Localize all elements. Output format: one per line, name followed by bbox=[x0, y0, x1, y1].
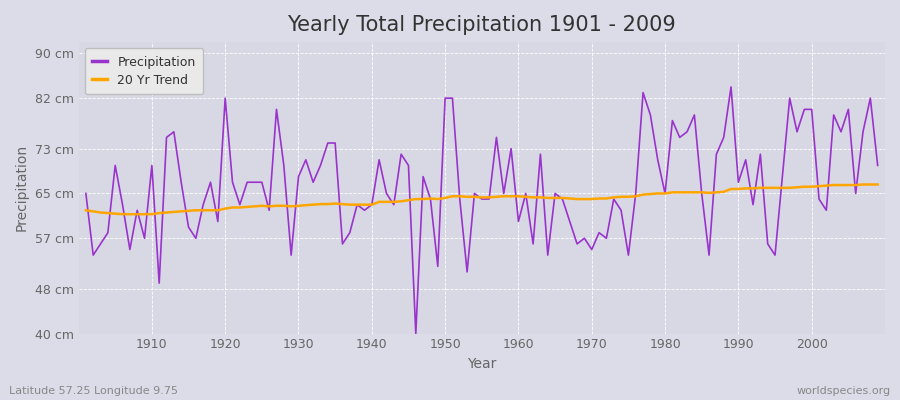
20 Yr Trend bbox=[147, 212, 158, 216]
20 Yr Trend bbox=[520, 194, 531, 199]
20 Yr Trend bbox=[352, 202, 363, 207]
Text: Latitude 57.25 Longitude 9.75: Latitude 57.25 Longitude 9.75 bbox=[9, 386, 178, 396]
Precipitation bbox=[608, 197, 619, 202]
X-axis label: Year: Year bbox=[467, 357, 497, 371]
Precipitation bbox=[140, 236, 150, 241]
Precipitation bbox=[520, 191, 531, 196]
20 Yr Trend bbox=[308, 202, 319, 207]
Precipitation bbox=[725, 84, 736, 89]
Precipitation bbox=[410, 331, 421, 336]
20 Yr Trend bbox=[117, 212, 128, 216]
20 Yr Trend bbox=[608, 195, 619, 200]
Precipitation bbox=[301, 158, 311, 162]
Precipitation bbox=[345, 230, 356, 235]
Text: worldspecies.org: worldspecies.org bbox=[796, 386, 891, 396]
Y-axis label: Precipitation: Precipitation bbox=[15, 144, 29, 232]
20 Yr Trend bbox=[513, 194, 524, 199]
20 Yr Trend bbox=[80, 208, 91, 213]
Precipitation bbox=[513, 219, 524, 224]
Title: Yearly Total Precipitation 1901 - 2009: Yearly Total Precipitation 1901 - 2009 bbox=[287, 15, 676, 35]
Legend: Precipitation, 20 Yr Trend: Precipitation, 20 Yr Trend bbox=[85, 48, 203, 94]
20 Yr Trend bbox=[858, 182, 868, 187]
Precipitation bbox=[80, 191, 91, 196]
Line: 20 Yr Trend: 20 Yr Trend bbox=[86, 184, 878, 214]
20 Yr Trend bbox=[872, 182, 883, 187]
Precipitation bbox=[872, 163, 883, 168]
Line: Precipitation: Precipitation bbox=[86, 87, 878, 334]
